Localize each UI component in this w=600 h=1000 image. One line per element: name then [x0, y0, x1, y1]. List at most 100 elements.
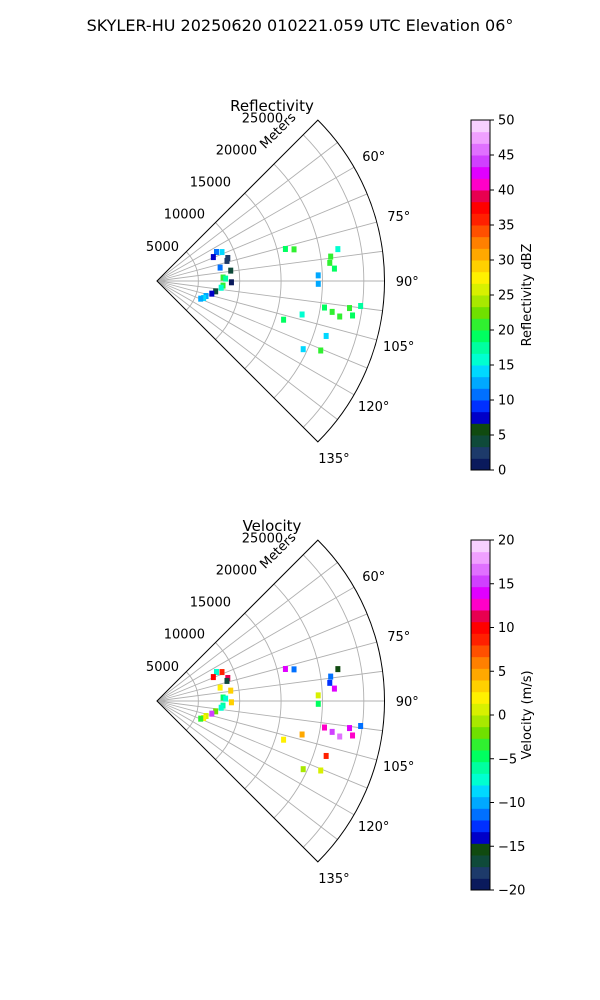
sector-frame — [156, 539, 385, 863]
colorbar-label: Reflectivity dBZ — [520, 244, 535, 347]
radar-gate — [315, 692, 321, 699]
radar-gate — [198, 295, 204, 302]
radar-gate — [228, 267, 234, 274]
colorbar-segment — [471, 120, 490, 133]
radar-gate — [228, 279, 234, 286]
azimuth-tick-label: 60° — [362, 570, 385, 585]
colorbar-tick-label: 20 — [498, 534, 515, 549]
azimuth-tick-label: 90° — [396, 275, 419, 290]
colorbar-segment — [471, 260, 490, 273]
radar-gate — [299, 311, 305, 318]
azimuth-tick-label: 75° — [387, 630, 410, 645]
colorbar-tick-label: 15 — [498, 359, 515, 374]
radar-gate — [335, 246, 341, 253]
colorbar-tick-label: 40 — [498, 184, 515, 199]
radar-gate — [209, 710, 215, 717]
colorbar-segment — [471, 715, 490, 728]
azimuth-tick-label: 105° — [383, 760, 414, 775]
colorbar-segment — [471, 621, 490, 634]
radar-gate — [282, 665, 288, 672]
radar-gate — [350, 312, 356, 319]
colorbar-segment — [471, 341, 490, 354]
colorbar-tick-label: 5 — [498, 429, 506, 444]
colorbar-segment — [471, 353, 490, 366]
colorbar-tick-label: 25 — [498, 289, 515, 304]
radar-gate — [218, 704, 224, 711]
colorbar-segment — [471, 831, 490, 844]
colorbar-segment — [471, 738, 490, 751]
colorbar-label: Velocity (m/s) — [520, 670, 535, 759]
colorbar-tick-label: 35 — [498, 219, 515, 234]
azimuth-gridline — [156, 221, 377, 282]
panel-title: Reflectivity — [230, 97, 314, 115]
radar-gate — [327, 679, 333, 686]
azimuth-gridline — [156, 586, 355, 702]
radar-gate — [220, 274, 226, 281]
colorbar-segment — [471, 435, 490, 448]
radar-gate — [347, 725, 353, 732]
colorbar-segment — [471, 761, 490, 774]
colorbar-segment — [471, 295, 490, 308]
azimuth-tick-label: 75° — [387, 210, 410, 225]
azimuth-gridline — [156, 670, 383, 702]
azimuth-gridline — [156, 280, 355, 396]
radar-gate — [201, 714, 207, 721]
range-tick-label: 5000 — [146, 660, 179, 675]
colorbar-segment — [471, 376, 490, 389]
colorbar-segment — [471, 365, 490, 378]
colorbar-segment — [471, 750, 490, 763]
colorbar-segment — [471, 586, 490, 599]
radar-gate — [337, 733, 343, 740]
colorbar-tick-label: 15 — [498, 577, 515, 592]
colorbar-segment — [471, 878, 490, 891]
colorbar-segment — [471, 855, 490, 868]
colorbar-tick-label: 0 — [498, 709, 506, 724]
colorbar-tick-label: 10 — [498, 621, 515, 636]
colorbar-segment — [471, 166, 490, 179]
colorbar-segment — [471, 248, 490, 261]
azimuth-tick-label: 120° — [358, 400, 389, 415]
azimuth-tick-label: 135° — [318, 452, 349, 467]
azimuth-gridline — [156, 280, 383, 312]
colorbar-tick-label: 0 — [498, 464, 506, 479]
azimuth-gridline — [156, 613, 368, 702]
colorbar-segment — [471, 633, 490, 646]
azimuth-gridline — [156, 700, 338, 840]
colorbar-segment — [471, 656, 490, 669]
radar-gate — [327, 259, 333, 266]
colorbar-segment — [471, 785, 490, 798]
velocity-panel: Velocity500010000150002000025000Meters60… — [146, 517, 535, 899]
radar-gate — [209, 290, 215, 297]
range-tick-label: 20000 — [216, 563, 257, 578]
colorbar-segment — [471, 598, 490, 611]
radar-gate — [213, 288, 219, 295]
colorbar-tick-label: 10 — [498, 394, 515, 409]
radar-gate — [217, 264, 223, 271]
radar-gate — [322, 724, 328, 731]
colorbar-segment — [471, 318, 490, 331]
radar-gate — [282, 245, 288, 252]
radar-gate — [291, 246, 297, 253]
radar-gate — [315, 272, 321, 279]
radar-gate — [331, 685, 337, 692]
radar-gate — [213, 248, 219, 255]
sector-frame — [156, 119, 385, 443]
radar-gate — [210, 674, 216, 681]
colorbar-segment — [471, 808, 490, 821]
radar-gate — [210, 254, 216, 261]
radar-gate — [224, 677, 230, 684]
radar-gate — [299, 731, 305, 738]
colorbar-segment — [471, 446, 490, 459]
range-tick-label: 10000 — [164, 628, 205, 643]
range-tick-label: 25000 — [242, 531, 283, 546]
colorbar-segment — [471, 178, 490, 191]
colorbar-tick-label: −5 — [498, 752, 517, 767]
azimuth-tick-label: 120° — [358, 820, 389, 835]
radar-gate — [281, 736, 287, 743]
colorbar-segment — [471, 645, 490, 658]
radar-gate — [217, 684, 223, 691]
figure-title: SKYLER-HU 20250620 010221.059 UTC Elevat… — [86, 16, 514, 35]
colorbar-segment — [471, 796, 490, 809]
azimuth-gridline — [156, 142, 338, 282]
colorbar-segment — [471, 668, 490, 681]
